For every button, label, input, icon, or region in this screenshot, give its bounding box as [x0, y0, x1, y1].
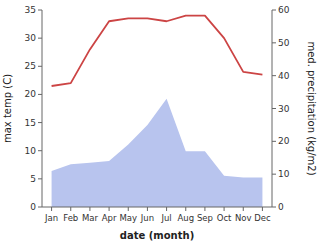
- x-tick-label: May: [119, 213, 137, 223]
- x-tick: [243, 207, 244, 211]
- y2-tick: [272, 10, 276, 11]
- y2-tick-label: 30: [278, 104, 290, 114]
- x-tick: [204, 207, 205, 211]
- y-tick-label: 5: [30, 174, 36, 184]
- y2-tick: [272, 108, 276, 109]
- marks: [52, 16, 263, 207]
- y-tick-label: 10: [25, 146, 37, 156]
- x-tick: [224, 207, 225, 211]
- y2-tick-label: 40: [278, 71, 290, 81]
- x-tick: [51, 207, 52, 211]
- y2-tick-label: 20: [278, 136, 290, 146]
- chart: 0 5 10 15 20 25 30 35 0 10 20 30 40 50 60 Jan Feb MarAprM…: [0, 0, 318, 247]
- y-tick: [38, 38, 42, 39]
- y2-tick: [272, 174, 276, 175]
- x-tick: [89, 207, 90, 211]
- x-tick: [147, 207, 148, 211]
- y-tick: [38, 66, 42, 67]
- y2-tick-label: 10: [278, 169, 290, 179]
- y2-tick: [272, 42, 276, 43]
- y-tick-label: 20: [25, 89, 37, 99]
- y-tick: [38, 150, 42, 151]
- area: [52, 99, 263, 207]
- x-tick-label: Feb: [63, 213, 78, 223]
- x-axis-label: date (month): [120, 230, 194, 241]
- y2-axis-label: med. precipitation (kg/m2): [306, 41, 317, 175]
- y2-tick-label: 50: [278, 38, 290, 48]
- y2-tick: [272, 75, 276, 76]
- line: [52, 16, 263, 86]
- y-axis-line: [42, 10, 43, 207]
- y2-tick: [272, 141, 276, 142]
- x-tick: [109, 207, 110, 211]
- x-tick: [70, 207, 71, 211]
- x-tick-label: Nov: [235, 213, 252, 223]
- x-tick-label: Mar: [82, 213, 99, 223]
- x-tick: [185, 207, 186, 211]
- y2-tick-label: 0: [278, 202, 284, 212]
- y-tick: [38, 178, 42, 179]
- y-tick: [38, 10, 42, 11]
- x-tick: [166, 207, 167, 211]
- y-tick: [38, 122, 42, 123]
- y-axis-label: max temp (C): [2, 74, 13, 143]
- y-tick-label: 0: [30, 202, 36, 212]
- x-tick-label: Apr: [102, 213, 117, 223]
- x-axis-line: [42, 207, 272, 208]
- y-tick-label: 35: [25, 5, 36, 15]
- y-tick-label: 15: [25, 118, 36, 128]
- x-tick-label: Dec: [254, 213, 271, 223]
- x-tick-label: Jul: [160, 213, 171, 223]
- y-tick-label: 30: [25, 33, 37, 43]
- x-tick-label: Aug: [177, 213, 194, 223]
- x-tick-label: Oct: [217, 213, 232, 223]
- x-tick: [128, 207, 129, 211]
- y2-tick: [272, 207, 276, 208]
- x-tick-label: Sep: [197, 213, 213, 223]
- y2-tick-label: 60: [278, 5, 290, 15]
- x-tick-label: Jan: [44, 213, 58, 223]
- y-tick: [38, 94, 42, 95]
- y-tick-label: 25: [25, 61, 36, 71]
- x-tick-label: Jun: [140, 213, 154, 223]
- x-tick: [262, 207, 263, 211]
- y-tick: [38, 207, 42, 208]
